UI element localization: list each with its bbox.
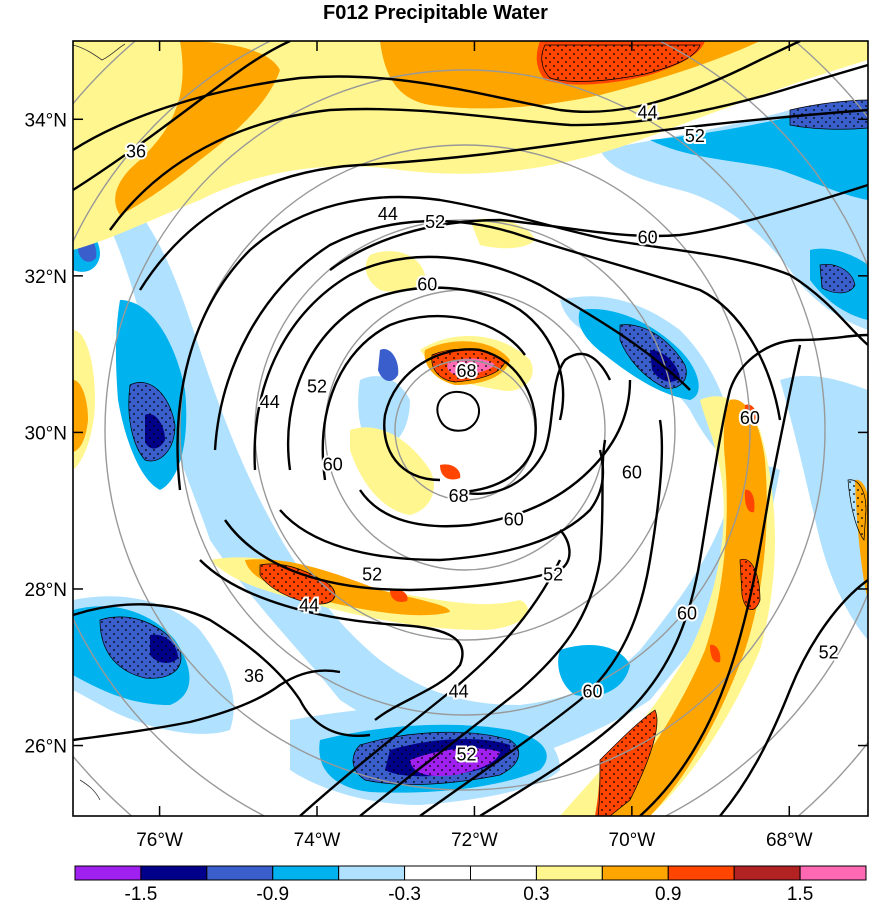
lat-label: 26°N	[25, 737, 67, 758]
plot-frame	[72, 40, 869, 817]
colorbar-swatch	[140, 865, 208, 881]
colorbar-label: 0.3	[523, 884, 549, 900]
colorbar-label: -0.3	[388, 884, 421, 900]
contour-label: 36	[126, 142, 146, 162]
significance-stipple	[99, 44, 868, 816]
contour-labels: 36 44 52 44 52 60 60 68 44 52 60 68 60 60 52 52 44 60 60 60…	[124, 100, 841, 766]
contour-label: 52	[685, 126, 705, 146]
contour-label: 44	[638, 102, 658, 122]
pw-contours	[73, 41, 868, 816]
lat-label: 30°N	[25, 423, 67, 444]
lon-label: 74°W	[294, 830, 341, 851]
contour-label: 60	[740, 408, 760, 428]
contour-label: 60	[417, 275, 437, 295]
colorbar-label: -0.9	[256, 884, 289, 900]
contour-label: 60	[323, 455, 343, 475]
colorbar-swatch	[74, 865, 142, 881]
lat-label: 32°N	[25, 267, 67, 288]
contour-label: 60	[504, 510, 524, 530]
colorbar-swatch	[601, 865, 669, 881]
contour-label: 60	[582, 682, 602, 702]
colorbar-swatch	[733, 865, 801, 881]
colorbar-swatch	[338, 865, 406, 881]
contour-label: 44	[449, 682, 469, 702]
contour-label: 60	[638, 228, 658, 248]
lat-label: 34°N	[25, 110, 67, 131]
axis-labels: 34°N 32°N 30°N 28°N 26°N 76°W 74°W 72°W 70°W 68°W	[25, 41, 868, 851]
contour-label: 60	[677, 603, 697, 623]
lon-label: 72°W	[451, 830, 498, 851]
contour-label: 68	[457, 361, 477, 381]
contour-label: 44	[378, 204, 398, 224]
colorbar-swatch	[667, 865, 735, 881]
coastline	[73, 43, 126, 801]
colorbar-label: 0.9	[655, 884, 681, 900]
colorbar-swatch	[799, 865, 867, 881]
contour-label: 52	[425, 212, 445, 232]
contour-label: 36	[244, 666, 264, 686]
colorbar: -1.5 -0.9 -0.3 0.3 0.9 1.5	[74, 865, 867, 900]
contour-label: 52	[819, 643, 839, 663]
colorbar-swatch	[535, 865, 603, 881]
colorbar-swatch	[272, 865, 340, 881]
contour-label: 52	[543, 564, 563, 584]
lon-label: 70°W	[609, 830, 656, 851]
contour-label: 52	[457, 744, 477, 764]
contour-label: 60	[622, 463, 642, 483]
colorbar-swatch	[404, 865, 472, 881]
contour-label: 52	[307, 376, 327, 396]
contour-label: 52	[362, 564, 382, 584]
contour-label: 44	[299, 596, 319, 616]
colorbar-swatch	[470, 865, 537, 881]
lon-label: 76°W	[136, 830, 183, 851]
contour-label: 68	[449, 486, 469, 506]
colorbar-swatch	[206, 865, 274, 881]
colorbar-label: 1.5	[787, 884, 813, 900]
colorbar-label: -1.5	[125, 884, 158, 900]
lon-label: 68°W	[766, 830, 813, 851]
map-title: F012 Precipitable Water	[323, 2, 548, 24]
lat-label: 28°N	[25, 580, 67, 601]
contour-label: 44	[260, 392, 280, 412]
